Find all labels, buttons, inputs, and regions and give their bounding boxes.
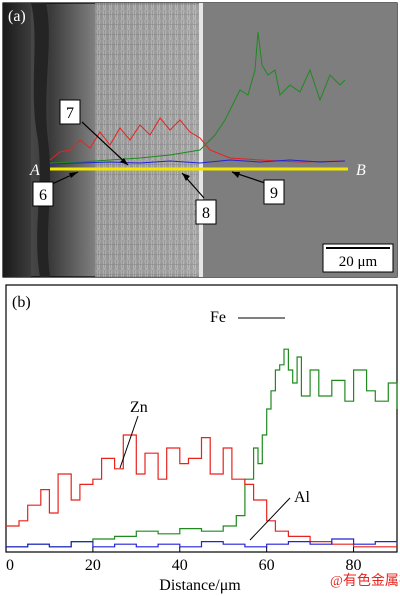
x-tick-label: 0 — [6, 557, 14, 574]
x-tick-label: 80 — [346, 557, 362, 574]
series-label-al-text: Al — [294, 489, 311, 506]
x-axis-label: Distance/μm — [159, 577, 241, 594]
callout-9: 9 — [231, 171, 285, 205]
overlay-fe-trace — [49, 31, 346, 164]
sem-substrate-edge — [3, 3, 31, 277]
series-label-al: Al — [249, 489, 311, 541]
x-tick-label: 20 — [85, 557, 101, 574]
callout-8-label: 8 — [202, 205, 210, 222]
overlay-al-trace — [49, 159, 346, 165]
callout-7: 7 — [59, 99, 129, 166]
chart-frame — [5, 284, 398, 553]
series-line-zn — [6, 434, 397, 548]
sem-interface-line — [199, 3, 203, 277]
x-axis-ticks: 0 20 40 60 80 — [5, 547, 362, 574]
sem-steel-matrix — [203, 3, 397, 277]
series-line-fe — [6, 348, 398, 548]
callout-6: 6 — [32, 171, 79, 207]
series-line-al — [6, 538, 398, 548]
sem-dendrite-layer — [95, 3, 201, 277]
overlay-zn-trace — [49, 117, 346, 163]
x-tick-label: 40 — [172, 557, 188, 574]
series-label-zn: Zn — [119, 399, 148, 469]
sem-dark-boundary — [31, 3, 50, 277]
callout-8: 8 — [181, 172, 217, 225]
callout-9-label: 9 — [270, 185, 278, 202]
series-label-zn-text: Zn — [130, 399, 148, 416]
series-label-fe: Fe — [210, 309, 285, 326]
panel-b: (b) 0 20 40 60 80 Fe Zn Al Distance/μm @有色金属… — [5, 284, 400, 594]
scale-bar: 20 μm — [322, 243, 394, 273]
panel-b-label: (b) — [12, 294, 31, 311]
scan-start-label: A — [29, 162, 40, 179]
series-label-fe-text: Fe — [210, 309, 226, 326]
x-tick-label: 60 — [259, 557, 275, 574]
callout-7-label: 7 — [66, 105, 74, 122]
panel-a: (a) A B 7 6 8 9 — [2, 2, 398, 278]
panel-a-label: (a) — [8, 8, 26, 25]
callout-6-label: 6 — [39, 187, 47, 204]
chart-series-group — [6, 348, 398, 548]
watermark: @有色金属在线 — [330, 572, 400, 589]
scale-bar-label: 20 μm — [339, 254, 378, 270]
scan-end-label: B — [356, 162, 366, 179]
